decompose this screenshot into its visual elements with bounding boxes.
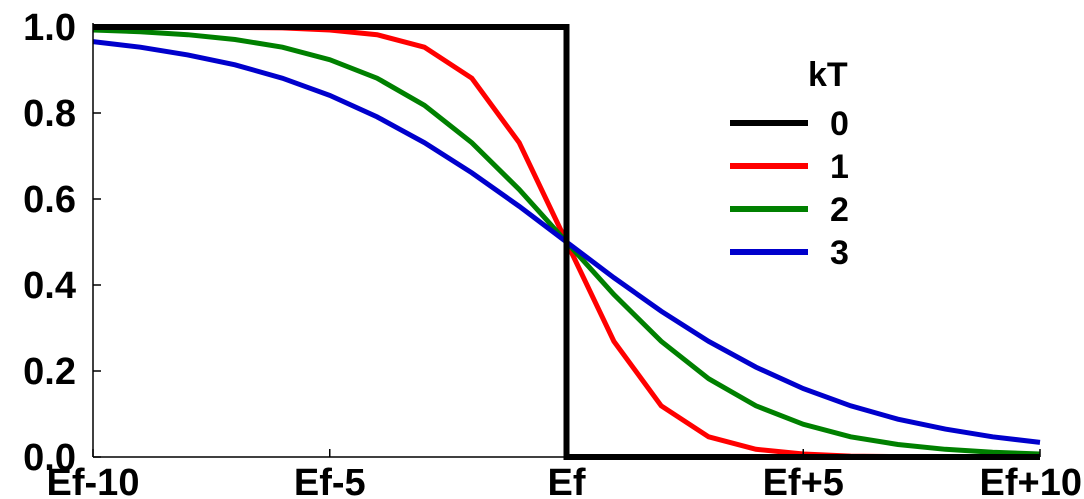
y-tick-label: 0.6 — [23, 179, 76, 221]
curves-layer — [92, 24, 1041, 460]
legend: kT 0 1 2 3 — [730, 56, 849, 272]
series-line-kt-0 — [93, 24, 1040, 460]
y-tick-label: 0.0 — [23, 437, 76, 479]
x-tick-label: Ef-10 — [47, 462, 140, 499]
y-tick-label: 1.0 — [23, 7, 76, 49]
x-axis: Ef-10 Ef-5 Ef Ef+5 Ef+10 — [47, 449, 1082, 499]
x-tick-label: Ef-5 — [294, 462, 366, 499]
x-tick-label: Ef+5 — [763, 462, 844, 499]
legend-label-kt-0: 0 — [830, 105, 849, 143]
y-axis: 0.0 0.2 0.4 0.6 0.8 1.0 — [23, 7, 101, 479]
legend-title: kT — [808, 56, 848, 94]
x-tick-label: Ef — [548, 462, 586, 499]
x-tick-label: Ef+10 — [980, 462, 1082, 499]
y-tick-label: 0.2 — [23, 351, 76, 393]
legend-label-kt-2: 2 — [830, 191, 849, 229]
legend-label-kt-3: 3 — [830, 234, 849, 272]
legend-label-kt-1: 1 — [830, 148, 849, 186]
y-tick-label: 0.8 — [23, 93, 76, 135]
y-tick-label: 0.4 — [23, 265, 76, 307]
